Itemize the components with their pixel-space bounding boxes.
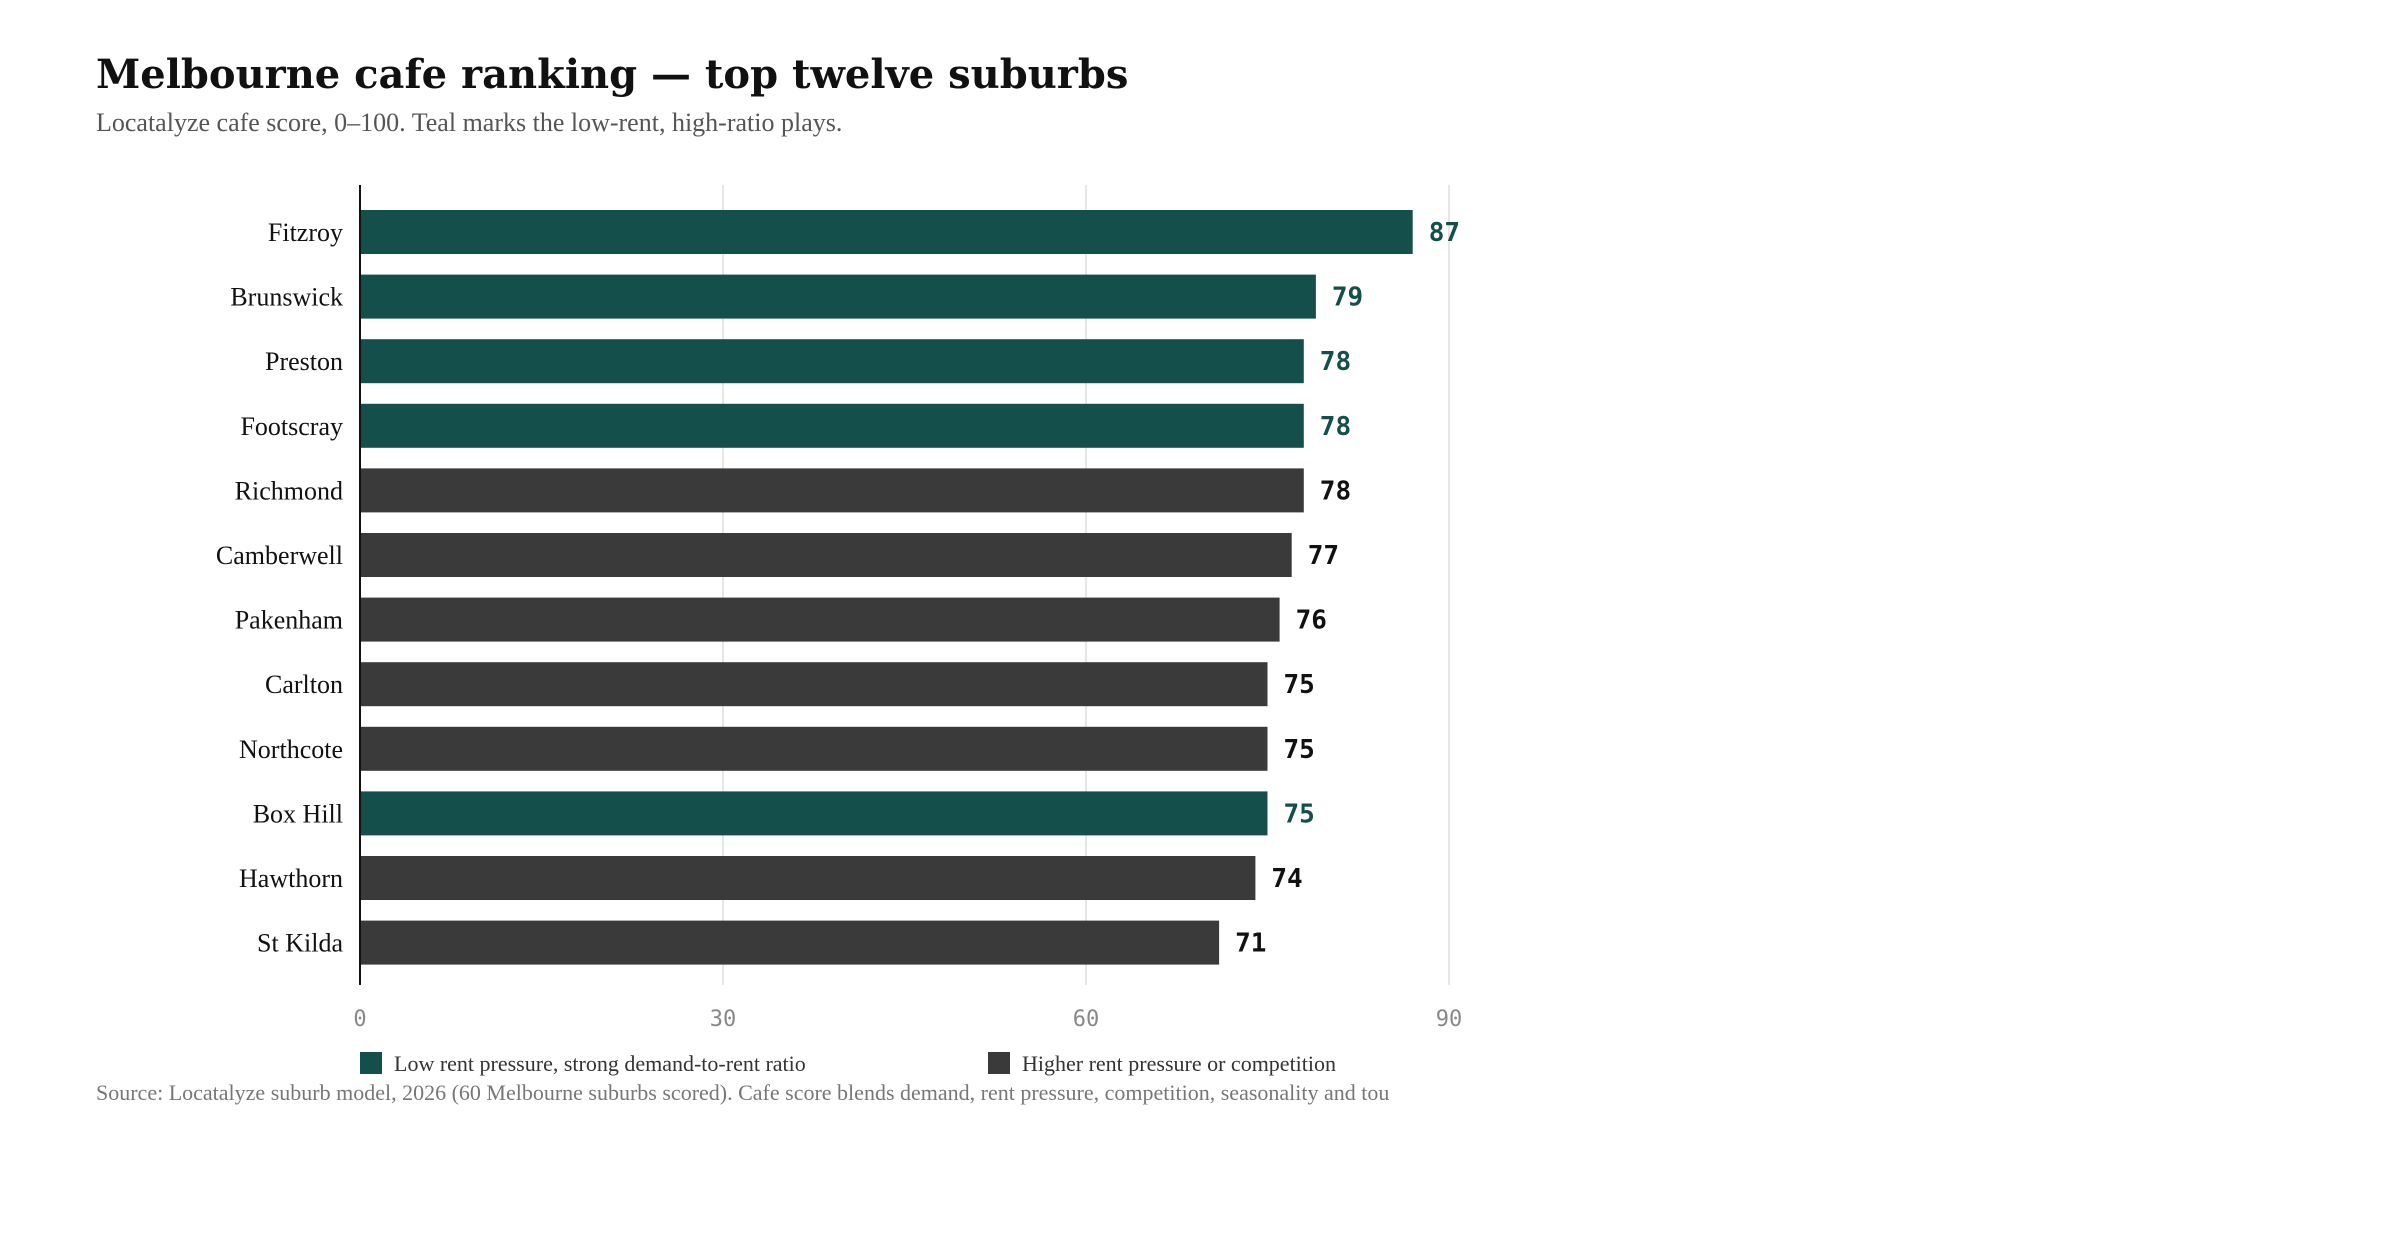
- value-label: 74: [1271, 864, 1302, 894]
- x-tick-label: 60: [1073, 1007, 1100, 1032]
- x-tick-label: 0: [353, 1007, 366, 1032]
- value-label: 75: [1284, 735, 1315, 765]
- category-label: Pakenham: [235, 606, 343, 635]
- bar-northcote: [360, 727, 1268, 771]
- value-label: 75: [1284, 670, 1315, 700]
- legend-item-low: Low rent pressure, strong demand-to-rent…: [360, 1051, 806, 1076]
- bar-st-kilda: [360, 921, 1219, 965]
- x-axis-ticks: 0 30 60 90: [353, 1007, 1462, 1032]
- category-label: Camberwell: [216, 541, 343, 570]
- source-note: Source: Locatalyze suburb model, 2026 (6…: [96, 1078, 1530, 1108]
- category-label: Richmond: [235, 476, 343, 505]
- value-label: 75: [1284, 799, 1315, 829]
- bar-preston: [360, 339, 1304, 383]
- bar-richmond: [360, 468, 1304, 512]
- bar-camberwell: [360, 533, 1292, 577]
- bar-fitzroy: [360, 210, 1413, 254]
- x-tick-label: 90: [1436, 1007, 1463, 1032]
- value-label: 76: [1296, 606, 1327, 636]
- category-label: Brunswick: [230, 283, 343, 312]
- bars: [360, 210, 1413, 965]
- legend-label: Higher rent pressure or competition: [1022, 1051, 1336, 1076]
- category-label: St Kilda: [257, 929, 343, 958]
- value-label: 77: [1308, 541, 1339, 571]
- category-label: Fitzroy: [268, 218, 343, 247]
- category-label: Hawthorn: [239, 864, 343, 893]
- bar-box-hill: [360, 791, 1268, 835]
- bar-hawthorn: [360, 856, 1255, 900]
- value-label: 78: [1320, 412, 1351, 442]
- category-label: Carlton: [265, 670, 343, 699]
- legend: Low rent pressure, strong demand-to-rent…: [360, 1051, 1336, 1076]
- bar-footscray: [360, 404, 1304, 448]
- value-label: 78: [1320, 347, 1351, 377]
- category-label: Northcote: [239, 735, 343, 764]
- bar-carlton: [360, 662, 1268, 706]
- category-labels: Fitzroy Brunswick Preston Footscray Richmond…: [216, 218, 344, 958]
- legend-label: Low rent pressure, strong demand-to-rent…: [394, 1051, 806, 1076]
- category-label: Footscray: [240, 412, 343, 441]
- bar-brunswick: [360, 275, 1316, 319]
- value-label: 79: [1332, 283, 1363, 313]
- legend-swatch: [360, 1052, 382, 1074]
- legend-swatch: [988, 1052, 1010, 1074]
- x-tick-label: 30: [710, 1007, 737, 1032]
- value-label: 87: [1429, 218, 1460, 248]
- legend-item-high: Higher rent pressure or competition: [988, 1051, 1336, 1076]
- value-label: 71: [1235, 929, 1266, 959]
- value-label: 78: [1320, 476, 1351, 506]
- bar-pakenham: [360, 598, 1280, 642]
- category-label: Preston: [265, 347, 343, 376]
- value-labels: 87 79 78 78 78 77 76 75 75 75 74 71: [1235, 218, 1460, 959]
- category-label: Box Hill: [253, 799, 343, 828]
